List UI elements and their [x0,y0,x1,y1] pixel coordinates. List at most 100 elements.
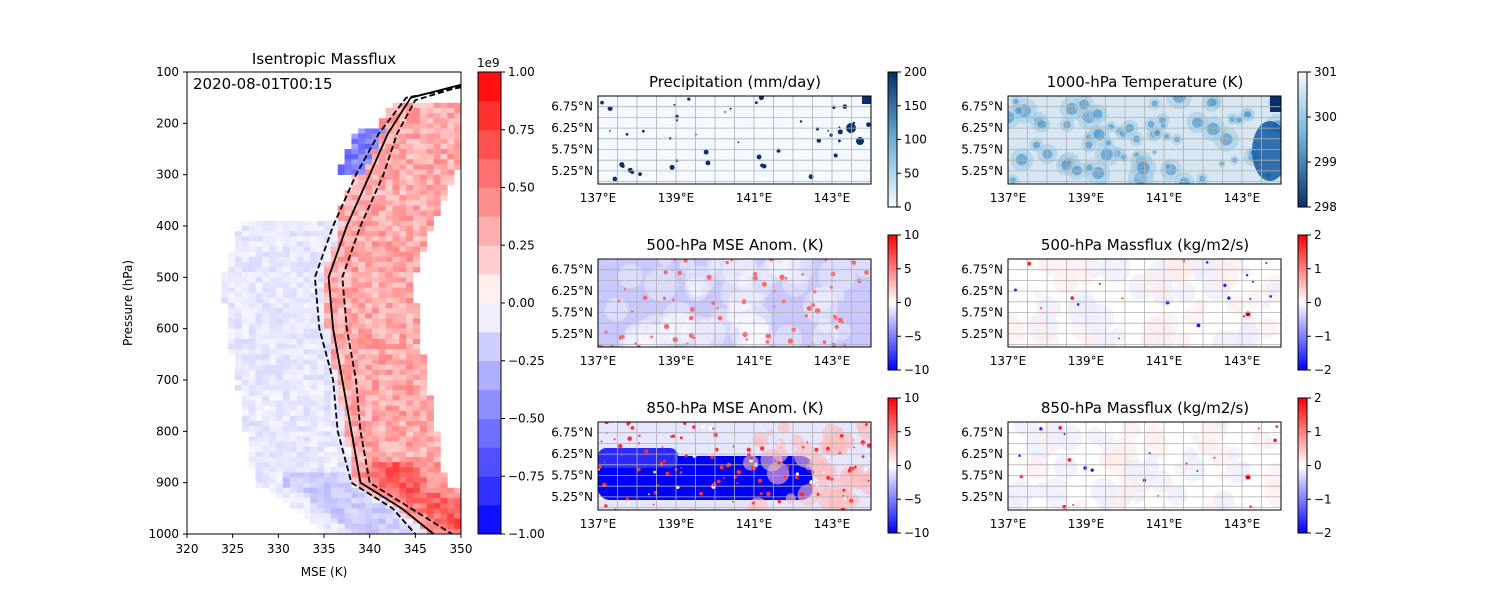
map-colorbar [887,71,898,208]
map-y-tick-label: 6.75°N [551,100,593,114]
map-colorbar-tick-label: 300 [1314,110,1337,124]
isentropic-massflux-panel: Isentropic Massflux 2020-08-01T00:15 320… [121,50,545,579]
map-frame [1007,421,1282,511]
map-x-tick-label: 141°E [1146,354,1183,368]
colorbar-level [478,129,501,160]
colorbar-tick-label: −1.00 [508,527,545,541]
map-y-tick-label: 5.75°N [551,143,593,157]
map-y-tick-label: 5.25°N [961,327,1003,341]
map-x-tick-label: 139°E [1068,354,1105,368]
map-colorbar-tick-label: 0 [904,296,912,310]
map-colorbar-tick-label: 0 [1314,459,1322,473]
y-tick-label: 900 [156,476,179,490]
map-field [1008,422,1281,510]
map-frame [1007,95,1282,185]
y-tick-label: 300 [156,168,179,182]
colorbar-level [478,72,501,102]
colorbar-level [478,360,501,391]
map-frame [597,421,872,511]
map-colorbar-tick-label: 5 [904,262,912,276]
map-colorbar-tick-label: 2 [1314,228,1322,242]
map-colorbar-tick-label: 2 [1314,391,1322,405]
map-colorbar-tick-label: 10 [904,391,919,405]
map-x-tick-label: 139°E [1068,517,1105,531]
colorbar-level [478,216,501,246]
map-colorbar-tick-label: 1 [1314,262,1322,276]
map-x-tick-label: 141°E [736,191,773,205]
map-y-tick-label: 5.25°N [961,490,1003,504]
map-y-tick-label: 5.25°N [551,490,593,504]
map-colorbar [887,234,898,371]
y-tick-label: 100 [156,65,179,79]
map-colorbar-tick-label: 150 [904,99,927,113]
map-x-tick-label: 137°E [580,354,617,368]
map-y-tick-label: 6.75°N [551,426,593,440]
map-colorbar-tick-label: −5 [904,492,922,506]
map-x-tick-label: 137°E [990,517,1027,531]
map-colorbar-tick-label: −1 [1314,492,1332,506]
map-field [598,422,871,510]
map-colorbar [1297,234,1308,371]
map-y-tick-label: 6.75°N [961,263,1003,277]
mean-mse-profile-line [327,83,462,535]
map-x-tick-label: 143°E [1224,191,1261,205]
colorbar-level [478,418,501,448]
x-tick-label: 340 [358,542,381,556]
map-colorbar-tick-label: −10 [904,526,929,540]
map-y-tick-label: 6.25°N [961,284,1003,298]
massflux-field [221,102,462,535]
map-colorbar-tick-label: 0 [1314,296,1322,310]
mse-bound-line-1 [313,86,462,535]
colorbar-tick-label: 0.00 [508,296,535,310]
x-tick-label: 335 [313,542,336,556]
map-x-tick-label: 143°E [814,191,851,205]
map-colorbar-tick-label: −2 [1314,526,1332,540]
panel-title: 850-hPa MSE Anom. (K) [646,399,823,417]
massflux-850hpa-panel: 850-hPa Massflux (kg/m2/s) 137°E 139°E 141… [961,391,1331,540]
panel-title: 1000-hPa Temperature (K) [1047,73,1244,91]
x-tick-label: 320 [176,542,199,556]
x-tick-label: 350 [450,542,473,556]
map-x-tick-label: 139°E [1068,191,1105,205]
map-colorbar-tick-label: 299 [1314,155,1337,169]
mse-anom-850-map: 137°E 139°E 141°E 143°E 6.75°N 6.25°N 5.75°N 5.… [551,391,929,540]
timestamp-annotation: 2020-08-01T00:15 [193,75,333,93]
colorbar-level [478,505,501,535]
y-tick-label: 1000 [148,527,179,541]
colorbar-tick-label: −0.50 [508,412,545,426]
colorbar-level [478,187,501,217]
colorbar-level [478,274,501,304]
map-colorbar-tick-label: −2 [1314,363,1332,377]
y-tick-label: 700 [156,373,179,387]
map-x-tick-label: 141°E [1146,517,1183,531]
map-y-tick-label: 5.25°N [551,164,593,178]
x-tick-label: 345 [404,542,427,556]
map-x-tick-label: 141°E [736,517,773,531]
map-y-tick-label: 6.75°N [551,263,593,277]
colorbar-level [478,447,501,477]
map-colorbar-tick-label: −5 [904,329,922,343]
map-y-tick-label: 5.75°N [551,469,593,483]
map-y-tick-label: 5.75°N [551,306,593,320]
map-colorbar-tick-label: 5 [904,425,912,439]
mse-profile-lines [313,83,462,535]
x-tick-label: 330 [267,542,290,556]
y-tick-label: 200 [156,116,179,130]
colorbar-tick-label: −0.75 [508,469,545,483]
y-axis-label: Pressure (hPa) [121,260,135,346]
map-colorbar-tick-label: −1 [1314,329,1332,343]
map-x-tick-label: 141°E [1146,191,1183,205]
map-field [598,96,871,184]
colorbar-tick-label: −0.25 [508,354,545,368]
massflux-850-map: 137°E 139°E 141°E 143°E 6.75°N 6.25°N 5.75°N 5.… [961,391,1331,540]
map-y-tick-label: 6.25°N [551,447,593,461]
map-y-tick-label: 5.75°N [961,143,1003,157]
map-colorbar [887,397,898,534]
map-x-tick-label: 139°E [658,517,695,531]
colorbar-level [478,245,501,275]
mse-anom-850hpa-panel: 850-hPa MSE Anom. (K) 137°E 139°E 141°E 143… [551,391,929,540]
precipitation-map: 137°E 139°E 141°E 143°E 6.75°N 6.25°N 5.75°N 5.… [551,65,927,214]
temperature-map: 137°E 139°E 141°E 143°E 6.75°N 6.25°N 5.75°N 5.… [961,65,1337,214]
map-frame [597,258,872,348]
